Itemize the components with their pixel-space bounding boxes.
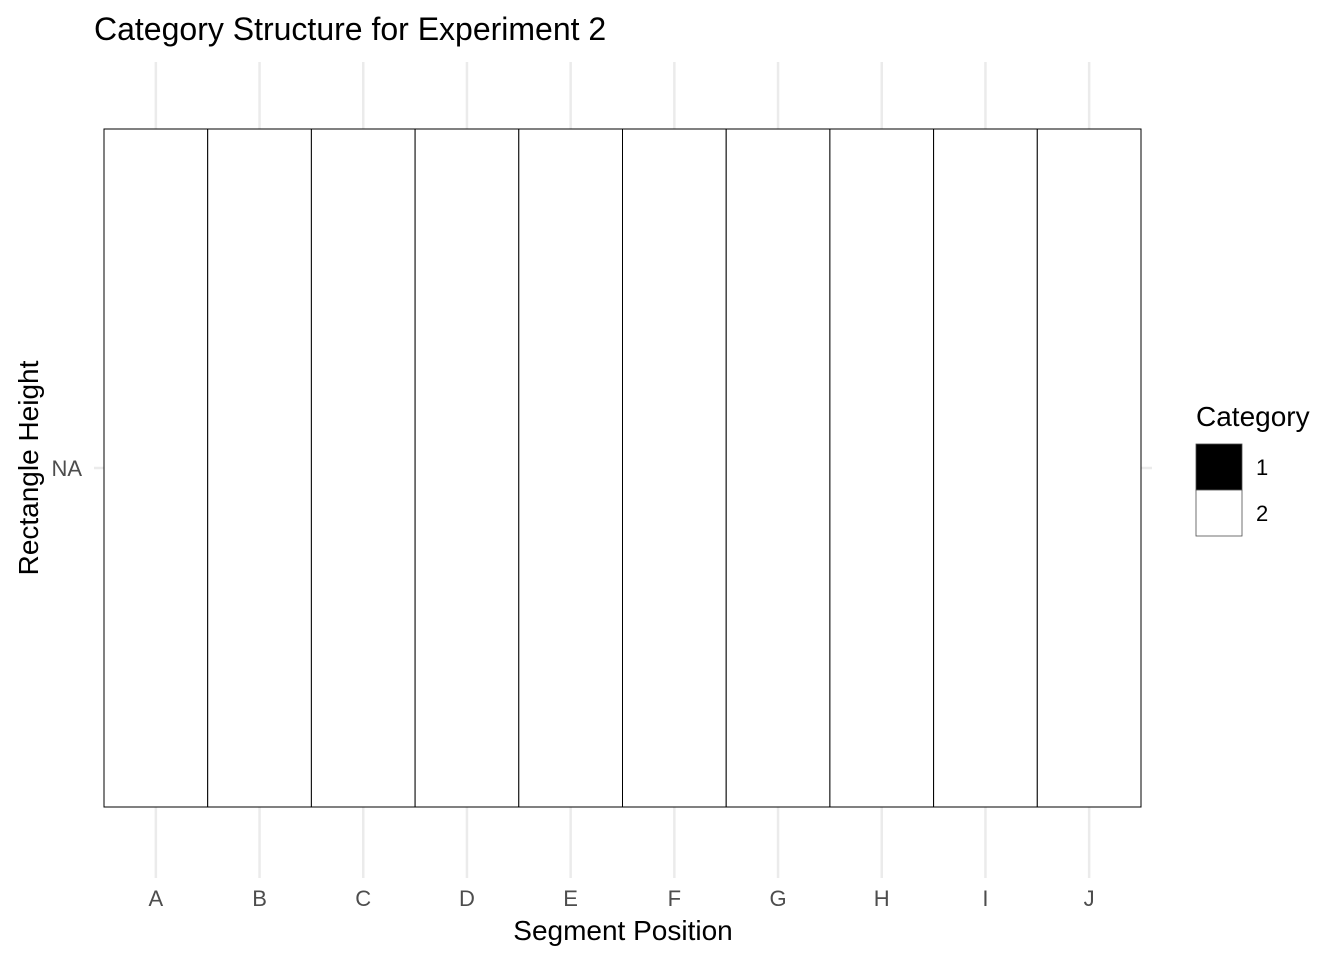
y-axis-label: Rectangle Height <box>13 360 44 575</box>
x-tick-label: F <box>668 886 681 911</box>
heatmap-tile <box>725 128 831 808</box>
heatmap-tile <box>518 128 623 808</box>
x-axis-label: Segment Position <box>513 915 732 946</box>
legend-title: Category <box>1196 401 1310 432</box>
heatmap-tile <box>103 128 209 808</box>
x-tick-label: G <box>769 886 786 911</box>
chart-title: Category Structure for Experiment 2 <box>94 11 606 47</box>
x-tick-label: A <box>149 886 164 911</box>
y-tick-label: NA <box>51 456 82 481</box>
x-tick-label: B <box>252 886 267 911</box>
tick-layer: A B C D E F G H I J NA <box>51 456 1094 911</box>
heatmap-tile <box>1036 128 1142 808</box>
heatmap-tile <box>622 128 727 808</box>
x-tick-label: E <box>563 886 578 911</box>
legend-label: 2 <box>1256 501 1268 526</box>
heatmap-tile <box>933 128 1038 808</box>
heatmap-tile <box>414 128 520 808</box>
x-tick-label: H <box>874 886 890 911</box>
legend-key <box>1195 489 1243 537</box>
x-tick-label: I <box>982 886 988 911</box>
cell-layer <box>103 128 1142 808</box>
legend-label: 1 <box>1256 455 1268 480</box>
legend: Category 1 2 <box>1195 401 1310 537</box>
x-tick-label: J <box>1084 886 1095 911</box>
x-tick-label: C <box>355 886 371 911</box>
heatmap-tile <box>207 128 312 808</box>
heatmap-tile <box>829 128 935 808</box>
x-tick-label: D <box>459 886 475 911</box>
legend-key <box>1195 443 1243 491</box>
heatmap-tile <box>310 128 416 808</box>
